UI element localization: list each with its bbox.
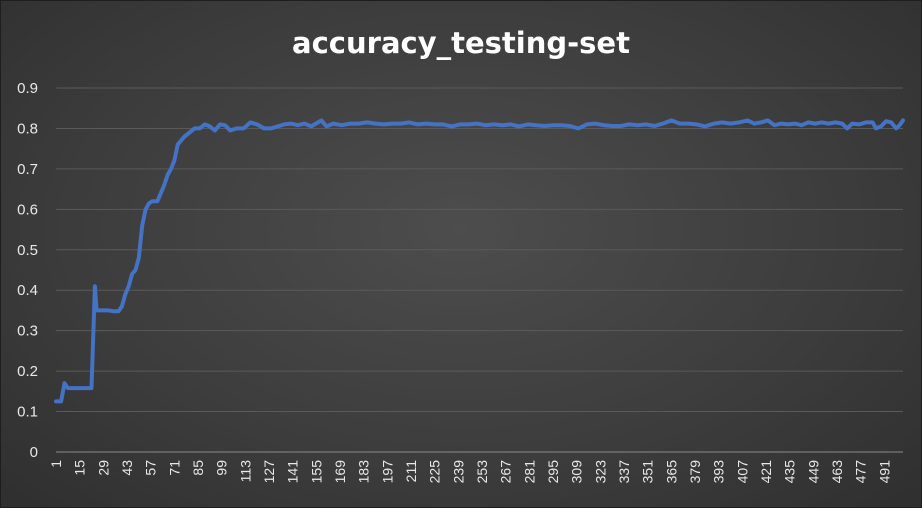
series-layer bbox=[54, 118, 905, 404]
x-tick-label: 337 bbox=[616, 460, 632, 484]
x-tick-label: 183 bbox=[356, 460, 372, 484]
y-tick-label: 0.9 bbox=[17, 80, 38, 97]
x-tick-label: 407 bbox=[734, 460, 750, 484]
y-tick-label: 0.5 bbox=[17, 242, 38, 259]
x-tick-label: 351 bbox=[640, 460, 656, 484]
x-tick-label: 43 bbox=[119, 460, 135, 476]
x-tick-label: 127 bbox=[261, 460, 277, 484]
x-tick-label: 239 bbox=[450, 460, 466, 484]
x-tick-label: 1 bbox=[48, 460, 64, 468]
y-tick-label: 0.2 bbox=[17, 363, 38, 380]
y-tick-label: 0.6 bbox=[17, 201, 38, 218]
y-tick-label: 0.1 bbox=[17, 404, 38, 421]
y-tick-label: 0 bbox=[30, 444, 38, 461]
x-axis-ticks: 1 15 29 43 57 71 85 99 113 127 141 155 169 183 197 211 2… bbox=[48, 460, 892, 484]
x-tick-label: 211 bbox=[403, 460, 419, 483]
x-tick-label: 491 bbox=[876, 460, 892, 484]
x-tick-label: 463 bbox=[829, 460, 845, 484]
x-tick-label: 309 bbox=[569, 460, 585, 484]
grid-lines bbox=[56, 87, 903, 453]
x-tick-label: 15 bbox=[72, 460, 88, 476]
x-tick-label: 267 bbox=[498, 460, 514, 484]
x-tick-label: 393 bbox=[711, 460, 727, 484]
y-tick-label: 0.8 bbox=[17, 120, 38, 137]
x-tick-label: 99 bbox=[214, 460, 230, 476]
series-line bbox=[54, 118, 905, 404]
x-tick-label: 141 bbox=[285, 460, 301, 484]
x-tick-label: 253 bbox=[474, 460, 490, 484]
x-tick-label: 169 bbox=[332, 460, 348, 484]
y-tick-label: 0.7 bbox=[17, 161, 38, 178]
x-tick-label: 29 bbox=[95, 460, 111, 476]
x-tick-label: 281 bbox=[521, 460, 537, 484]
x-tick-label: 85 bbox=[190, 460, 206, 476]
x-tick-label: 379 bbox=[687, 460, 703, 484]
chart-title: accuracy_testing-set bbox=[292, 26, 630, 60]
x-tick-label: 435 bbox=[782, 460, 798, 484]
x-tick-label: 113 bbox=[237, 460, 253, 483]
x-tick-label: 365 bbox=[663, 460, 679, 484]
x-tick-label: 57 bbox=[143, 460, 159, 476]
x-tick-label: 449 bbox=[805, 460, 821, 484]
x-tick-label: 477 bbox=[853, 460, 869, 484]
y-tick-label: 0.4 bbox=[17, 282, 38, 299]
x-tick-label: 225 bbox=[427, 460, 443, 484]
y-tick-label: 0.3 bbox=[17, 323, 38, 340]
x-tick-label: 295 bbox=[545, 460, 561, 484]
x-tick-label: 323 bbox=[592, 460, 608, 484]
y-axis-ticks: 0 0.1 0.2 0.3 0.4 0.5 0.6 0.7 0.8 0.9 bbox=[17, 80, 38, 461]
x-tick-label: 197 bbox=[379, 460, 395, 484]
x-tick-label: 71 bbox=[166, 460, 182, 476]
x-tick-label: 421 bbox=[758, 460, 774, 484]
x-tick-label: 155 bbox=[308, 460, 324, 484]
